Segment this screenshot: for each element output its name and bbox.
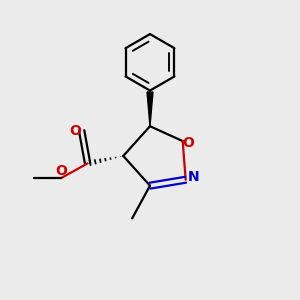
- Polygon shape: [147, 92, 153, 126]
- Text: O: O: [55, 164, 67, 178]
- Text: O: O: [183, 136, 195, 150]
- Text: N: N: [187, 170, 199, 184]
- Text: O: O: [69, 124, 81, 138]
